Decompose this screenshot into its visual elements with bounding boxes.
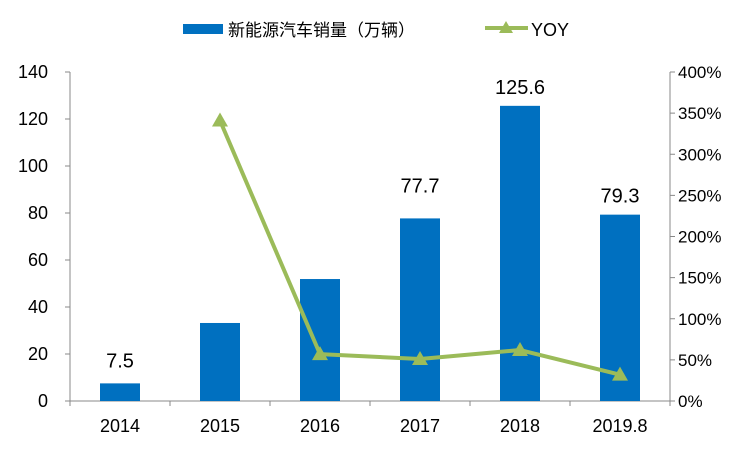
- left-tick-label: 100: [18, 156, 48, 176]
- left-tick-label: 20: [28, 344, 48, 364]
- x-tick-label: 2017: [400, 416, 440, 436]
- left-tick-label: 0: [38, 391, 48, 411]
- left-tick-label: 60: [28, 250, 48, 270]
- left-tick-label: 140: [18, 62, 48, 82]
- bar-data-label: 79.3: [601, 186, 640, 208]
- x-tick-label: 2016: [300, 416, 340, 436]
- bar-data-label: 125.6: [495, 77, 545, 99]
- legend-line-label: YOY: [531, 20, 569, 40]
- left-tick-label: 40: [28, 297, 48, 317]
- right-tick-label: 0%: [678, 392, 703, 411]
- left-tick-label: 120: [18, 109, 48, 129]
- right-tick-label: 50%: [678, 351, 712, 370]
- legend: 新能源汽车销量（万辆） YOY: [183, 20, 569, 40]
- x-tick-label: 2019.8: [592, 416, 647, 436]
- right-tick-label: 300%: [678, 145, 721, 164]
- legend-bar-label: 新能源汽车销量（万辆）: [228, 21, 415, 40]
- x-tick-label: 2018: [500, 416, 540, 436]
- right-tick-label: 400%: [678, 63, 721, 82]
- x-tick-label: 2014: [100, 416, 140, 436]
- bar-2018: [500, 105, 540, 401]
- yoy-marker-2016: [312, 346, 328, 361]
- bar-data-label: 77.7: [401, 175, 440, 197]
- bar-2017: [400, 218, 440, 401]
- yoy-marker-2017: [412, 351, 428, 366]
- right-tick-label: 350%: [678, 104, 721, 123]
- legend-triangle-icon: [499, 21, 513, 33]
- legend-bar-swatch: [183, 24, 223, 34]
- right-tick-label: 100%: [678, 310, 721, 329]
- right-tick-label: 250%: [678, 186, 721, 205]
- bar-data-label: 7.5: [106, 350, 134, 372]
- yoy-marker-2018: [512, 342, 528, 357]
- yoy-marker-2019.8: [612, 366, 628, 381]
- right-tick-label: 200%: [678, 228, 721, 247]
- left-tick-label: 80: [28, 203, 48, 223]
- x-tick-label: 2015: [200, 416, 240, 436]
- yoy-marker-2015: [212, 112, 228, 127]
- right-tick-label: 150%: [678, 269, 721, 288]
- bar-2016: [300, 279, 340, 401]
- bar-2015: [200, 322, 240, 401]
- bar-2014: [100, 383, 140, 401]
